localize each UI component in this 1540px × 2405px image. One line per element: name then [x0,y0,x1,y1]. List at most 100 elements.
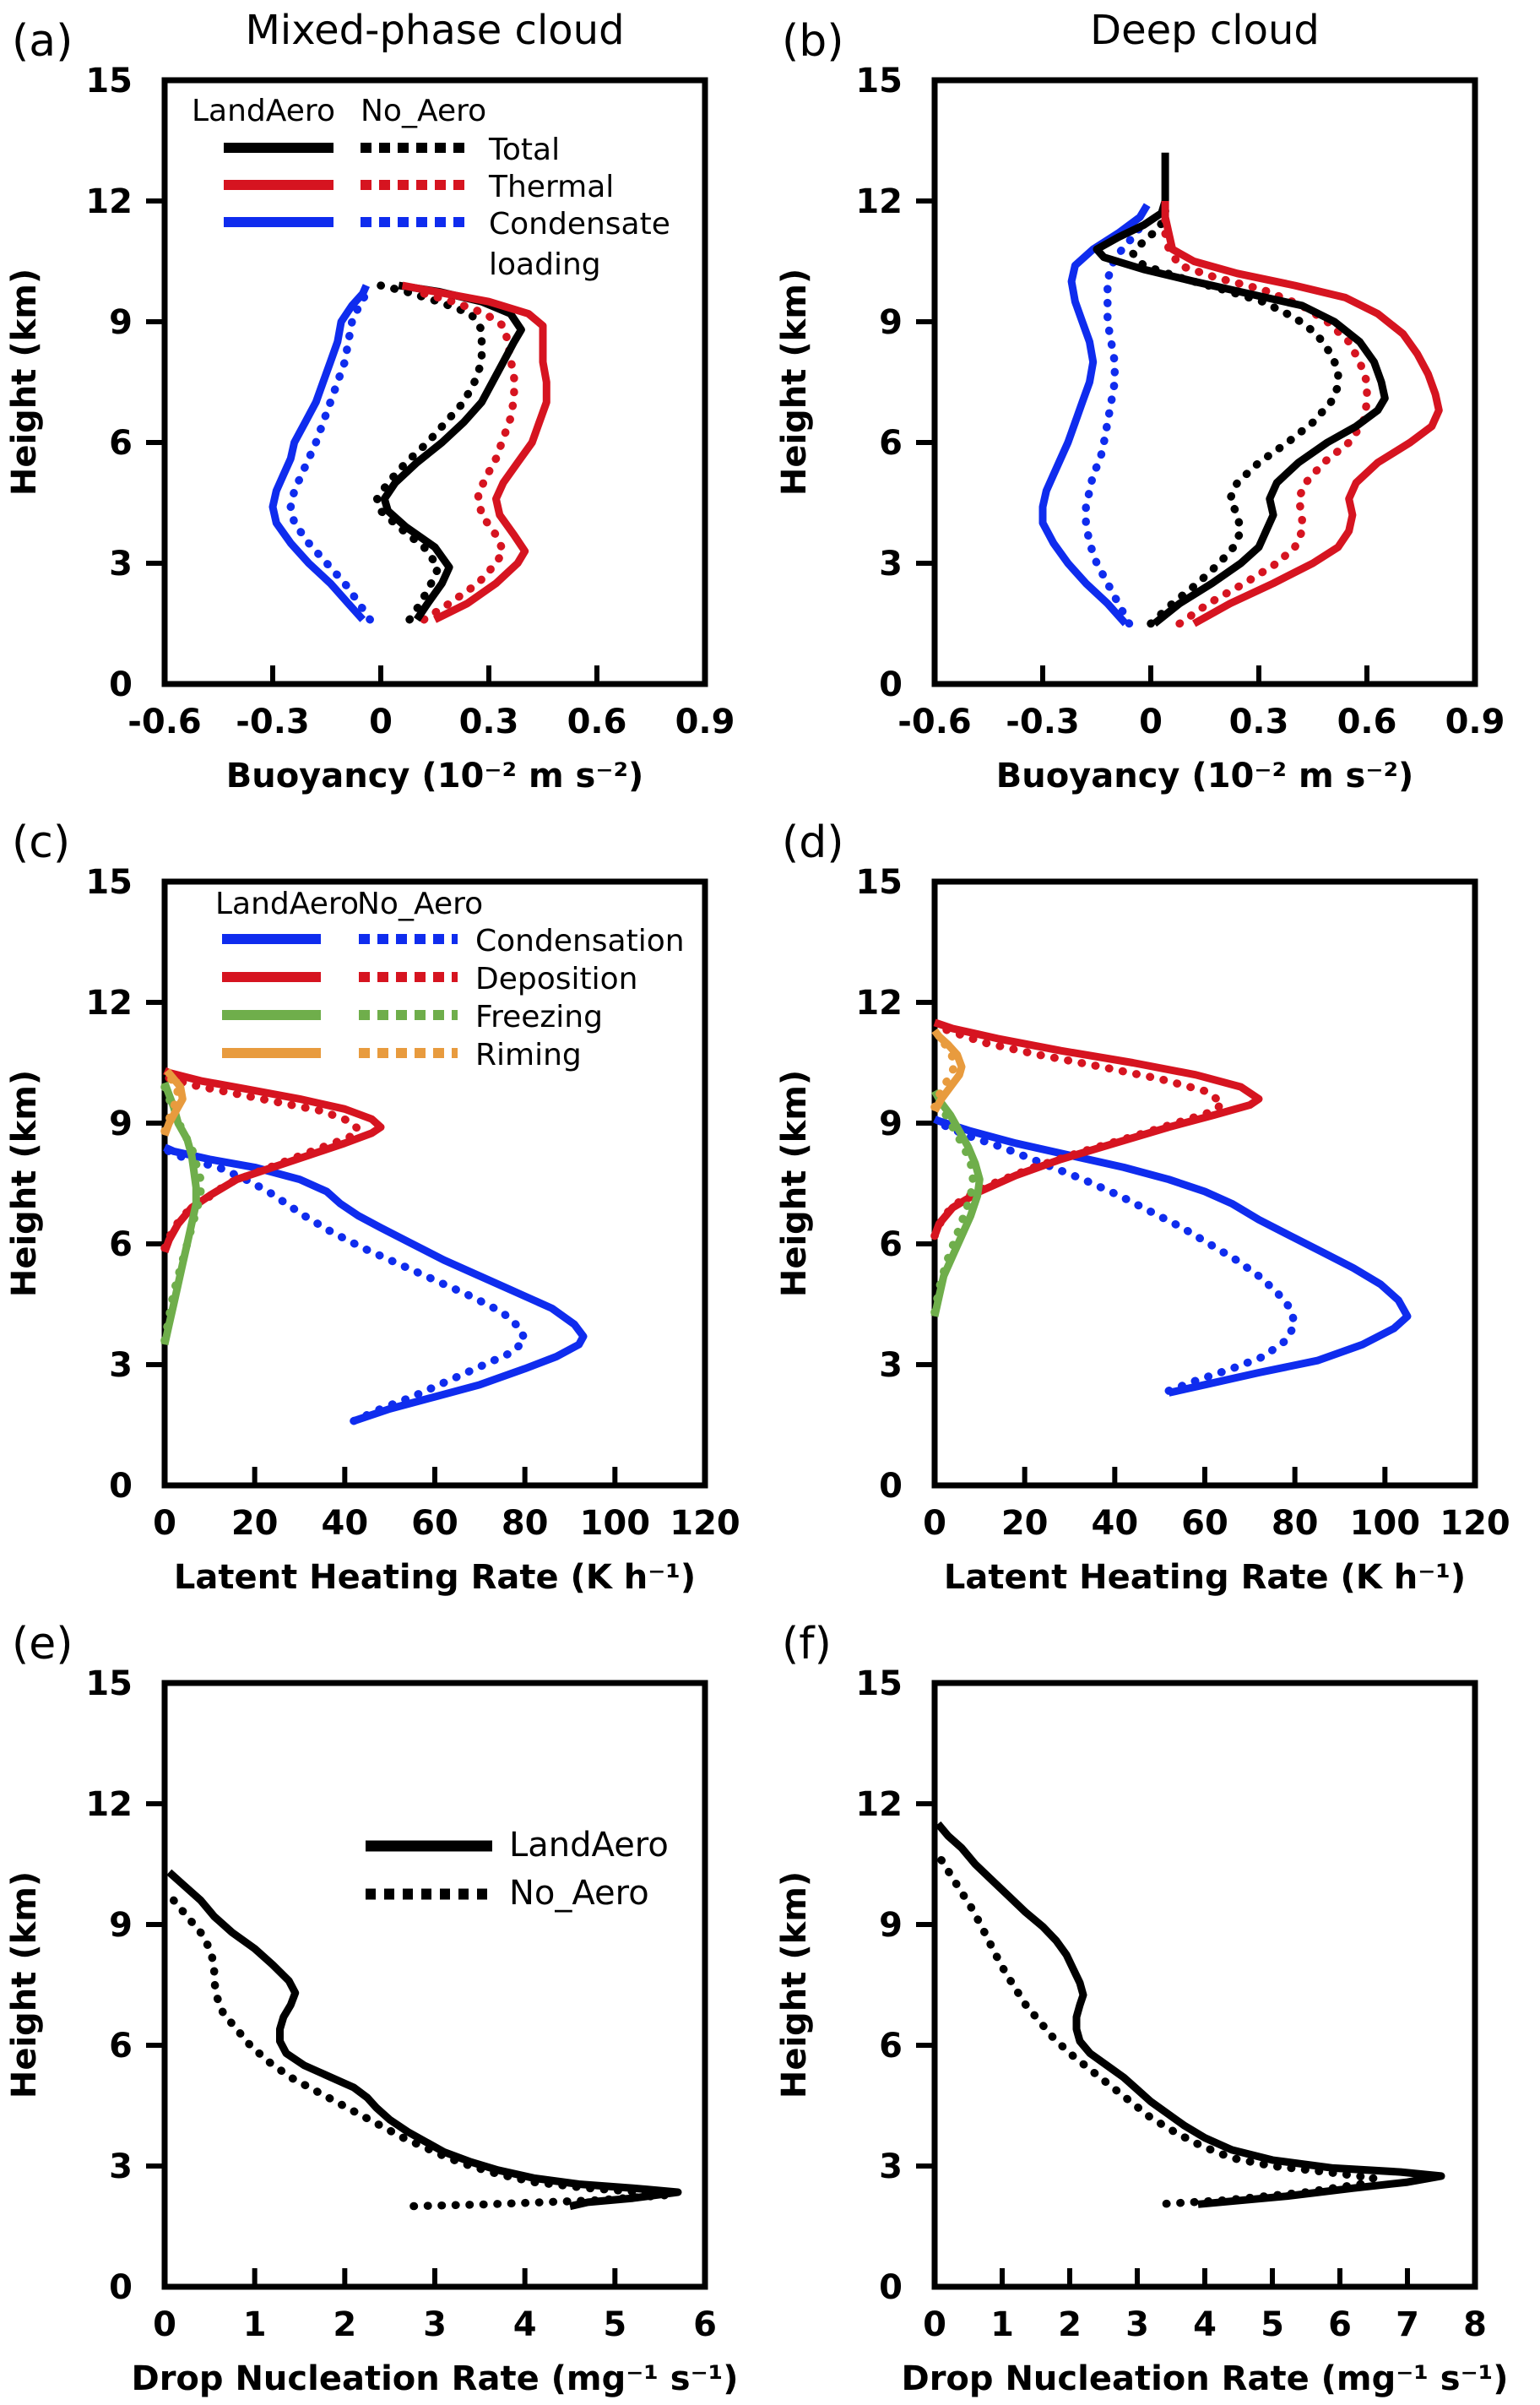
panel-e: (e) 0 3 6 9 12 15 0 1 2 3 4 5 6 Drop Nucleation Rate (… [0,1603,770,2405]
plot-border [931,77,1478,687]
plot-border [161,77,708,687]
x-axis-tick-label: 40 [321,1504,368,1543]
legend-label: Condensation [475,924,685,958]
x-axis-tick-label: 2 [1058,2305,1082,2344]
x-axis-tick-label: 40 [1091,1504,1138,1543]
series-landaero [935,1821,1445,2208]
x-axis-tick-label: 0.3 [459,703,519,741]
y-axis-tick-label: 3 [109,1346,133,1385]
panel-label: (f) [782,1619,832,1669]
y-axis-tick-label: 15 [855,1664,903,1703]
y-axis-tick-label: 15 [85,1664,133,1703]
y-axis-tick-label: 15 [85,863,133,902]
plot-border [931,1680,1478,2290]
y-axis-tick-label: 12 [855,182,903,221]
series-deposition-landaero- [160,1067,385,1254]
series-deposition-landaero- [930,1018,1263,1238]
y-axis-tick-label: 15 [855,62,903,100]
legend-header: LandAero [215,887,359,921]
x-axis-tick-label: -0.3 [1006,703,1079,741]
x-axis-tick-label: 0 [923,1504,946,1543]
panel-label: (b) [782,16,844,67]
y-axis-tick-label: 9 [109,1906,133,1945]
series-thermal-landaero- [1161,201,1443,627]
x-axis-tick-label: 2 [333,2305,356,2344]
series-condensation-landaero- [933,1116,1412,1397]
series-total-landaero- [1093,152,1389,627]
y-axis-tick-label: 0 [109,2268,133,2307]
series-no-aero [937,1855,1378,2209]
legend-header: No_Aero [357,887,483,921]
plot-border [931,878,1478,1489]
panel-a: (a) Mixed-phase cloud 0 3 6 9 12 15 -0.6 -0.3 0 0.3… [0,0,770,801]
series-landaero [166,1869,682,2211]
panel-d-chart: (d) 0 3 6 9 12 15 0 20 40 60 80 100 120 Latent Heating… [775,817,1510,1597]
x-axis-tick-label: 120 [670,1504,740,1543]
legend-label: No_Aero [509,1874,649,1913]
x-axis-tick-label: 3 [423,2305,447,2344]
x-axis-title: Buoyancy (10⁻² m s⁻²) [996,757,1414,795]
y-axis-title: Height (km) [775,1070,814,1297]
y-axis-tick-label: 15 [855,863,903,902]
x-axis-title: Latent Heating Rate (K h⁻¹) [174,1558,696,1597]
x-axis-title: Buoyancy (10⁻² m s⁻²) [226,757,644,795]
x-axis-tick-label: 1 [243,2305,267,2344]
y-axis-tick-label: 0 [879,2268,903,2307]
series-condensation-landaero- [163,1143,588,1425]
y-axis-tick-label: 9 [879,1105,903,1143]
x-axis-tick-label: 100 [1350,1504,1421,1543]
y-axis-title: Height (km) [5,269,44,496]
series-condensate-loading-landaero- [1038,203,1151,627]
x-axis-tick-label: 80 [1272,1504,1319,1543]
x-axis-tick-label: 8 [1463,2305,1487,2344]
panel-title: Deep cloud [1090,7,1320,54]
y-axis-title: Height (km) [5,1070,44,1297]
y-axis-tick-label: 12 [85,1785,133,1824]
x-axis-tick-label: 0 [923,2305,946,2344]
x-axis-tick-label: 1 [990,2305,1014,2344]
y-axis-tick-label: 9 [879,1906,903,1945]
x-axis-tick-label: 5 [603,2305,626,2344]
x-axis-tick-label: 6 [1328,2305,1352,2344]
y-axis-tick-label: 6 [109,2027,133,2066]
y-axis-title: Height (km) [775,1871,814,2098]
x-axis-tick-label: 80 [502,1504,549,1543]
legend-header: No_Aero [361,94,486,128]
y-axis-title: Height (km) [775,269,814,496]
panel-title: Mixed-phase cloud [245,7,624,54]
panel-label: (a) [12,16,73,67]
y-axis-tick-label: 3 [879,545,903,584]
panel-b-chart: (b) Deep cloud 0 3 6 9 12 15 -0.6 -0.3 0 0.3 0.6 0.9 B… [775,7,1505,795]
x-axis-tick-label: 0.9 [1445,703,1505,741]
legend-label: Condensate [489,207,670,242]
x-axis-tick-label: 0 [1139,703,1163,741]
x-axis-tick-label: 6 [693,2305,717,2344]
panel-c-chart: (c) 0 3 6 9 12 15 0 20 40 60 80 100 120 Latent Heating… [5,817,740,1597]
y-axis-tick-label: 12 [855,984,903,1023]
x-axis-tick-label: -0.3 [236,703,309,741]
x-axis-tick-label: 0.6 [1337,703,1397,741]
y-axis-tick-label: 9 [109,303,133,342]
y-axis-tick-label: 3 [879,1346,903,1385]
panel-label: (d) [782,817,844,868]
y-axis-tick-label: 3 [109,2147,133,2186]
legend-label: loading [489,247,601,282]
series-thermal-no-aero- [1161,213,1371,628]
panel-a-chart: (a) Mixed-phase cloud 0 3 6 9 12 15 -0.6 -0.3 0 0.3… [5,7,735,795]
x-axis-tick-label: 5 [1261,2305,1284,2344]
y-axis-tick-label: 12 [855,1785,903,1824]
series-thermal-no-aero- [412,287,518,624]
y-axis-title: Height (km) [5,1871,44,2098]
x-axis-tick-label: -0.6 [127,703,201,741]
x-axis-tick-label: 0 [369,703,393,741]
x-axis-tick-label: 0.6 [567,703,627,741]
panel-f: (f) 0 3 6 9 12 15 0 1 2 3 4 5 6 7 8 Drop Nucleation Rate… [770,1603,1540,2405]
panel-b: (b) Deep cloud 0 3 6 9 12 15 -0.6 -0.3 0 0.3 0.6 0.9 B… [770,0,1540,801]
x-axis-tick-label: 20 [1001,1504,1049,1543]
y-axis-tick-label: 12 [85,182,133,221]
y-axis-tick-label: 0 [109,665,133,704]
legend-header: LandAero [192,94,335,128]
series-condensation-no-aero- [930,1115,1299,1395]
y-axis-tick-label: 6 [879,2027,903,2066]
